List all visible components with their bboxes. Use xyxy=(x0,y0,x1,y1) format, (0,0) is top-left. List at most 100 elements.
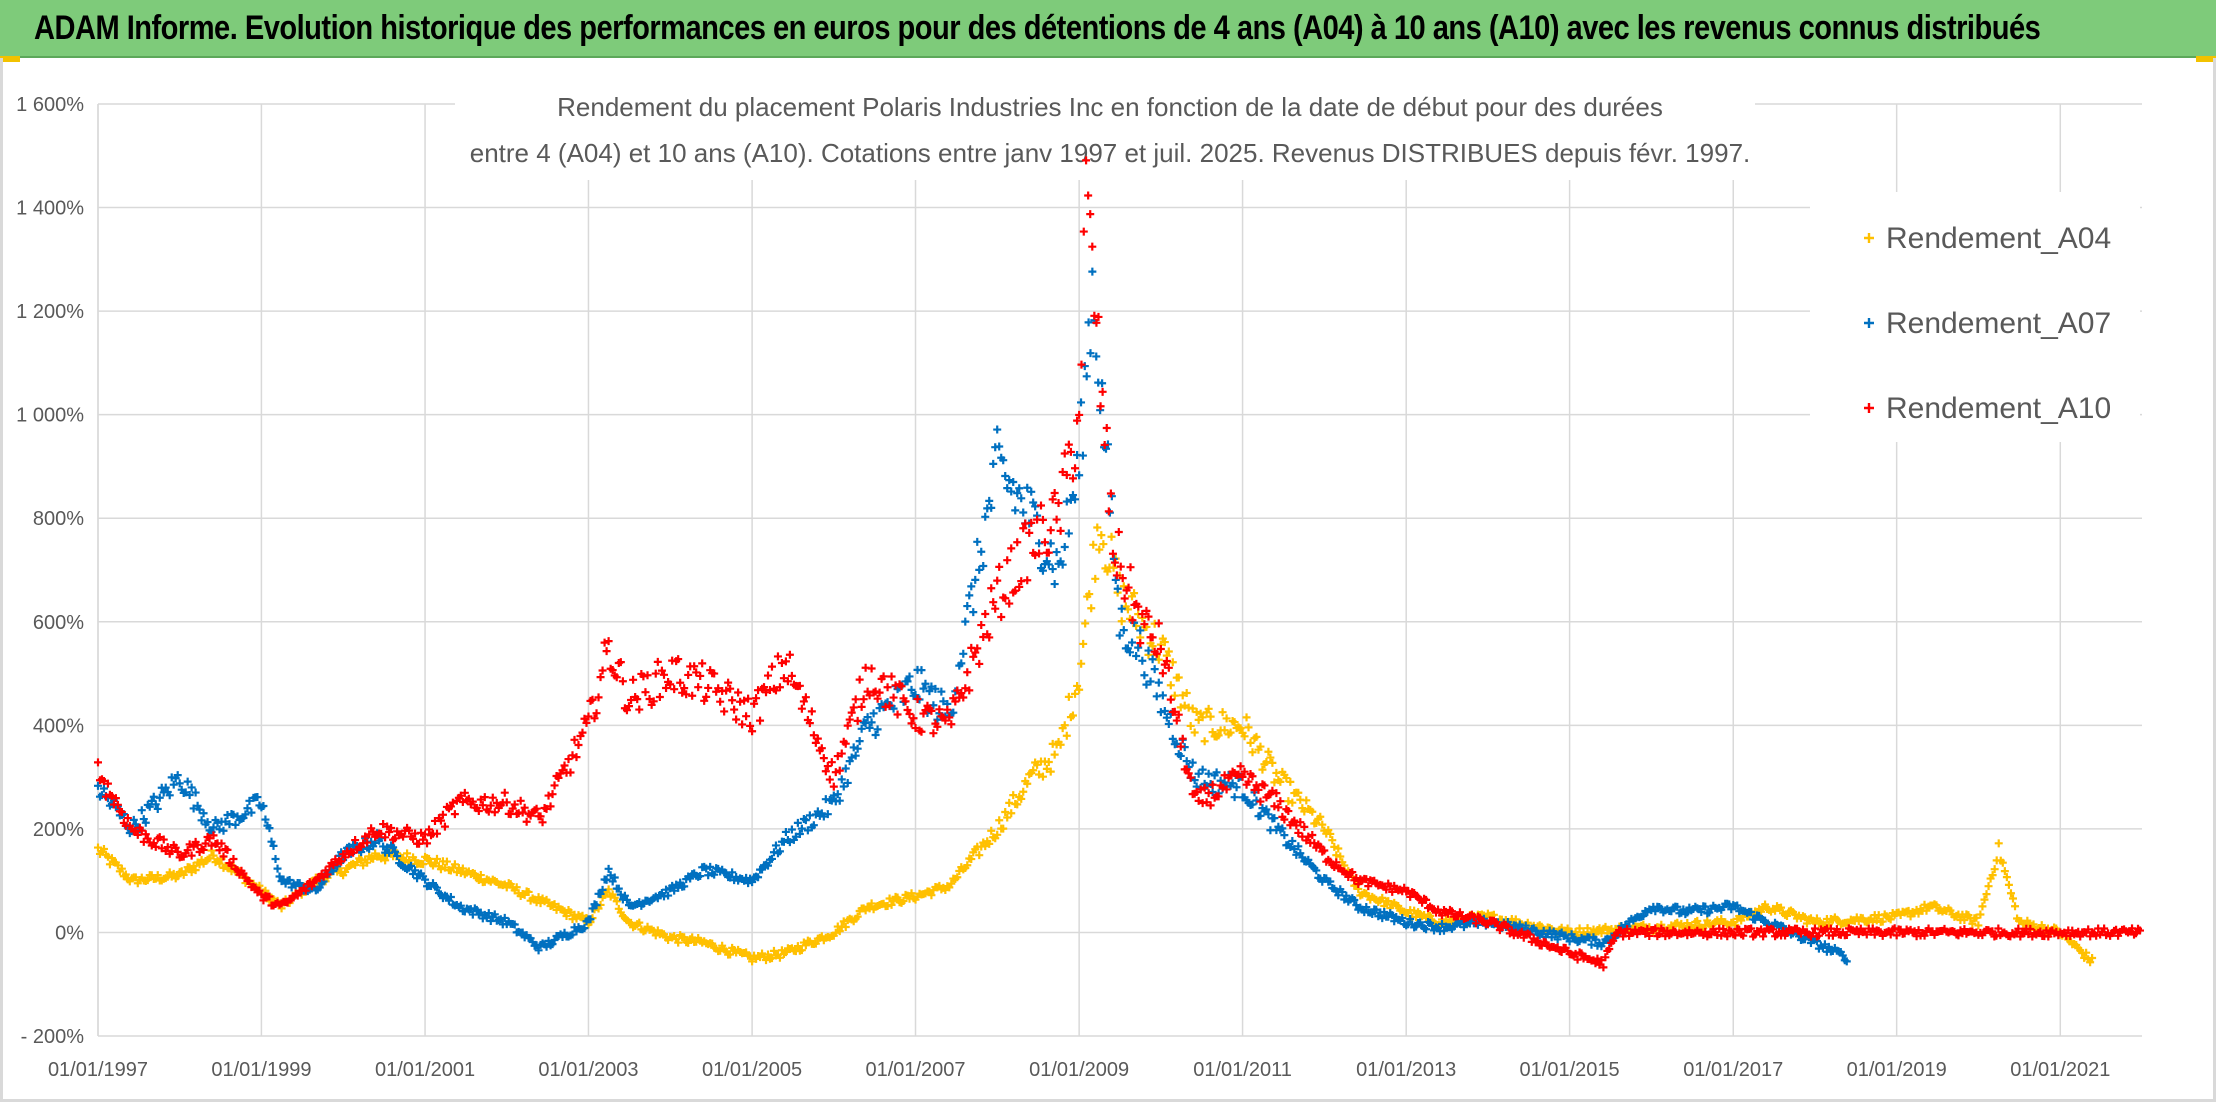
data-point xyxy=(1338,888,1347,897)
data-point xyxy=(1079,639,1088,648)
data-point xyxy=(811,738,820,747)
data-point xyxy=(819,754,828,763)
data-point xyxy=(117,864,126,873)
data-point xyxy=(1244,723,1253,732)
data-point xyxy=(1113,584,1122,593)
data-point xyxy=(359,861,368,870)
data-point xyxy=(1081,619,1090,628)
data-point xyxy=(887,672,896,681)
data-point xyxy=(2092,931,2101,940)
data-point xyxy=(1641,929,1650,938)
data-point xyxy=(1842,957,1851,966)
data-point xyxy=(1890,924,1899,933)
data-point xyxy=(797,704,806,713)
data-point xyxy=(217,839,226,848)
data-point xyxy=(1284,797,1293,806)
data-point xyxy=(925,687,934,696)
data-point xyxy=(185,863,194,872)
data-point xyxy=(1168,734,1177,743)
data-point xyxy=(1521,921,1530,930)
data-point xyxy=(875,688,884,697)
data-point xyxy=(203,818,212,827)
data-point xyxy=(572,753,581,762)
data-point xyxy=(1071,464,1080,473)
data-point xyxy=(1134,643,1143,652)
data-point xyxy=(645,695,654,704)
data-point xyxy=(823,762,832,771)
data-point xyxy=(307,882,316,891)
data-point xyxy=(1019,787,1028,796)
data-point xyxy=(1623,924,1632,933)
data-point xyxy=(1038,566,1047,575)
data-point xyxy=(385,848,394,857)
data-point xyxy=(2002,873,2011,882)
data-point xyxy=(1058,560,1067,569)
data-point xyxy=(171,843,180,852)
data-point xyxy=(635,705,644,714)
data-point xyxy=(175,779,184,788)
data-point xyxy=(602,875,611,884)
data-point xyxy=(586,915,595,924)
data-point xyxy=(1761,916,1770,925)
data-point xyxy=(758,865,767,874)
data-point xyxy=(1326,829,1335,838)
data-point xyxy=(588,695,597,704)
data-point xyxy=(1761,900,1770,909)
data-point xyxy=(1362,903,1371,912)
data-point xyxy=(1015,484,1024,493)
data-point xyxy=(183,846,192,855)
data-point xyxy=(215,825,224,834)
data-point xyxy=(141,818,150,827)
data-point xyxy=(975,565,984,574)
data-point xyxy=(351,836,360,845)
data-point xyxy=(1308,807,1317,816)
data-point xyxy=(259,801,268,810)
data-point xyxy=(550,781,559,790)
data-point xyxy=(2088,953,2097,962)
data-point xyxy=(618,677,627,686)
data-point xyxy=(760,683,769,692)
data-point xyxy=(2080,953,2089,962)
data-point xyxy=(1078,451,1087,460)
data-point xyxy=(1068,711,1077,720)
data-point xyxy=(643,671,652,680)
data-point xyxy=(1091,574,1100,583)
data-point xyxy=(680,882,689,891)
data-point xyxy=(921,679,930,688)
data-point xyxy=(187,851,196,860)
data-point xyxy=(1011,506,1020,515)
data-point xyxy=(1064,529,1073,538)
data-point xyxy=(1270,802,1279,811)
legend-marker xyxy=(1864,233,1874,243)
data-point xyxy=(1194,769,1203,778)
data-point xyxy=(748,727,757,736)
data-point xyxy=(1204,704,1213,713)
data-point xyxy=(285,875,294,884)
data-point xyxy=(682,690,691,699)
data-point xyxy=(777,659,786,668)
data-point xyxy=(209,823,218,832)
data-point xyxy=(536,812,545,821)
data-point xyxy=(1272,789,1281,798)
data-point xyxy=(907,685,916,694)
data-point xyxy=(1832,925,1841,934)
data-point xyxy=(1838,951,1847,960)
data-point xyxy=(580,924,589,933)
data-point xyxy=(787,825,796,834)
data-point xyxy=(1037,501,1045,510)
data-point xyxy=(191,788,200,797)
data-point xyxy=(1038,515,1047,524)
data-point xyxy=(1394,901,1403,910)
data-point xyxy=(1124,583,1133,592)
data-point xyxy=(1310,839,1319,848)
data-point xyxy=(432,883,441,892)
data-point xyxy=(1182,765,1191,774)
data-point xyxy=(724,678,733,687)
data-point xyxy=(1198,713,1207,722)
data-point xyxy=(734,688,743,697)
data-point xyxy=(1364,882,1373,891)
data-point xyxy=(1134,602,1143,611)
data-point xyxy=(1013,489,1022,498)
data-point xyxy=(365,830,374,839)
data-point xyxy=(1567,930,1576,939)
